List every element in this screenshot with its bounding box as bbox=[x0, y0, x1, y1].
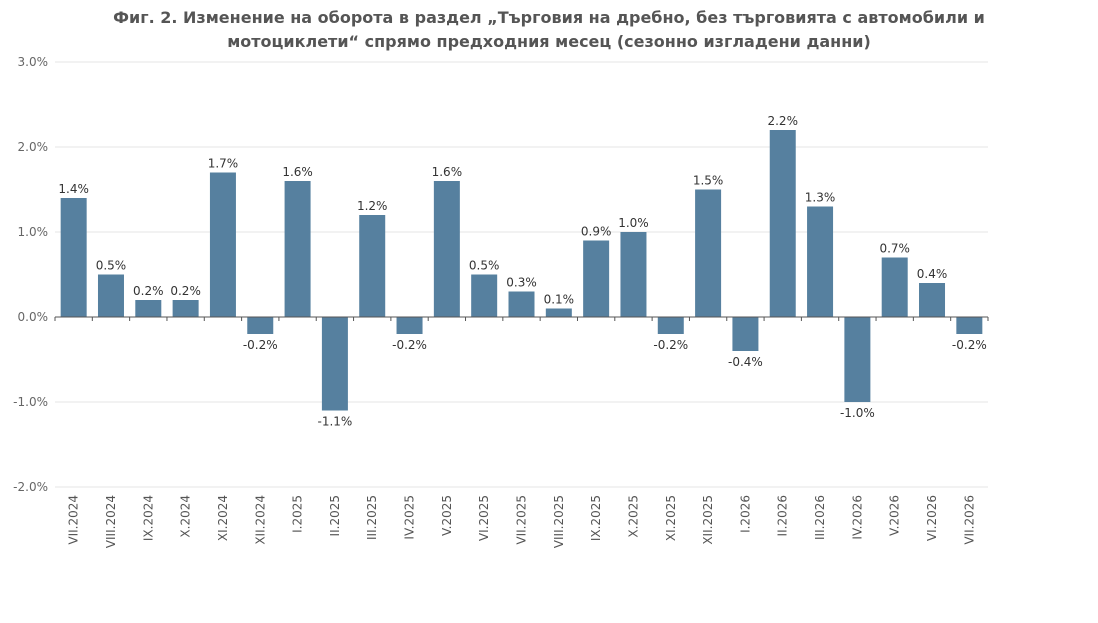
x-tick-label: XI.2025 bbox=[664, 495, 678, 541]
bar bbox=[209, 172, 236, 317]
bars bbox=[60, 130, 983, 411]
chart-title-line-1: Фиг. 2. Изменение на оборота в раздел „Т… bbox=[113, 8, 985, 27]
data-labels: 1.4% 0.5% 0.2% 0.2% 1.7% -0.2% 1.6% -1.1% 1.2% -0… bbox=[58, 114, 986, 429]
data-label: 1.7% bbox=[208, 157, 239, 171]
x-tick-label: VI.2025 bbox=[477, 495, 491, 541]
bar bbox=[844, 317, 871, 402]
bar bbox=[732, 317, 759, 351]
data-label: 1.0% bbox=[618, 216, 649, 230]
x-tick-label: VII.2025 bbox=[515, 495, 529, 545]
bar bbox=[97, 274, 124, 317]
data-label: -0.4% bbox=[728, 355, 763, 369]
bar bbox=[321, 317, 348, 411]
data-label: 0.7% bbox=[879, 242, 910, 256]
bar bbox=[508, 291, 535, 317]
y-tick-label: 3.0% bbox=[18, 55, 49, 69]
y-tick-label: -1.0% bbox=[13, 395, 48, 409]
x-tick-label: III.2026 bbox=[813, 495, 827, 540]
x-tick-label: V.2025 bbox=[440, 495, 454, 536]
data-label: -0.2% bbox=[653, 338, 688, 352]
data-label: 0.9% bbox=[581, 225, 612, 239]
bar bbox=[545, 308, 572, 317]
bar bbox=[769, 130, 796, 317]
data-label: 0.3% bbox=[506, 276, 537, 290]
data-label: 1.4% bbox=[58, 182, 89, 196]
data-label: 1.6% bbox=[282, 165, 313, 179]
gridlines bbox=[55, 61, 988, 488]
data-label: -0.2% bbox=[952, 338, 987, 352]
x-tick-label: X.2024 bbox=[179, 495, 193, 538]
chart-title-line-2: мотоциклети“ спрямо предходния месец (се… bbox=[227, 32, 871, 51]
y-tick-label: -2.0% bbox=[13, 480, 48, 494]
x-tick-label: IX.2024 bbox=[141, 495, 155, 541]
data-label: 1.2% bbox=[357, 199, 388, 213]
x-tick-label: VII.2024 bbox=[67, 495, 81, 545]
bar bbox=[60, 198, 87, 317]
y-tick-label: 2.0% bbox=[18, 140, 49, 154]
x-tick-label: I.2026 bbox=[738, 495, 752, 533]
x-tick-label: VI.2026 bbox=[925, 495, 939, 541]
bar bbox=[807, 206, 834, 317]
bar bbox=[956, 317, 983, 334]
data-label: 1.6% bbox=[432, 165, 463, 179]
bar bbox=[583, 240, 610, 317]
data-label: -1.0% bbox=[840, 406, 875, 420]
x-tick-label: XII.2024 bbox=[253, 495, 267, 545]
data-label: -1.1% bbox=[317, 415, 352, 429]
bar bbox=[695, 189, 722, 317]
x-tick-label: X.2025 bbox=[626, 495, 640, 538]
bar bbox=[284, 181, 311, 317]
bar bbox=[172, 300, 199, 317]
x-tick-label: XII.2025 bbox=[701, 495, 715, 545]
bar bbox=[359, 215, 386, 317]
bar bbox=[396, 317, 423, 334]
data-label: 1.3% bbox=[805, 191, 836, 205]
data-label: -0.2% bbox=[392, 338, 427, 352]
bar bbox=[433, 181, 460, 317]
bar bbox=[135, 300, 162, 317]
x-tick-label: IV.2026 bbox=[850, 495, 864, 540]
bar bbox=[881, 257, 908, 317]
data-label: 0.4% bbox=[917, 267, 948, 281]
bar bbox=[247, 317, 274, 334]
bar bbox=[471, 274, 498, 317]
data-label: -0.2% bbox=[243, 338, 278, 352]
y-tick-label: 1.0% bbox=[18, 225, 49, 239]
data-label: 0.2% bbox=[170, 284, 201, 298]
data-label: 0.5% bbox=[96, 259, 127, 273]
bar bbox=[919, 283, 946, 317]
x-axis-ticks: VII.2024 VIII.2024 IX.2024 X.2024 XI.2024 XII… bbox=[67, 495, 977, 548]
chart-title: Фиг. 2. Изменение на оборота в раздел „Т… bbox=[0, 6, 1098, 54]
x-tick-label: II.2026 bbox=[776, 495, 790, 536]
x-tick-label: VIII.2024 bbox=[104, 495, 118, 548]
zero-axis bbox=[54, 316, 989, 321]
x-tick-label: III.2025 bbox=[365, 495, 379, 540]
bar bbox=[620, 232, 647, 317]
x-tick-label: VIII.2025 bbox=[552, 495, 566, 548]
data-label: 0.5% bbox=[469, 259, 500, 273]
y-tick-label: 0.0% bbox=[18, 310, 49, 324]
y-axis-ticks: 3.0% 2.0% 1.0% 0.0% -1.0% -2.0% bbox=[13, 55, 48, 494]
x-tick-label: IV.2025 bbox=[403, 495, 417, 540]
x-tick-label: VII.2026 bbox=[962, 495, 976, 545]
data-label: 1.5% bbox=[693, 174, 724, 188]
bar bbox=[657, 317, 684, 334]
data-label: 2.2% bbox=[767, 114, 798, 128]
data-label: 0.1% bbox=[544, 293, 575, 307]
data-label: 0.2% bbox=[133, 284, 164, 298]
x-tick-label: I.2025 bbox=[291, 495, 305, 533]
x-tick-label: V.2026 bbox=[888, 495, 902, 536]
x-tick-label: XI.2024 bbox=[216, 495, 230, 541]
x-tick-label: II.2025 bbox=[328, 495, 342, 536]
x-tick-label: IX.2025 bbox=[589, 495, 603, 541]
